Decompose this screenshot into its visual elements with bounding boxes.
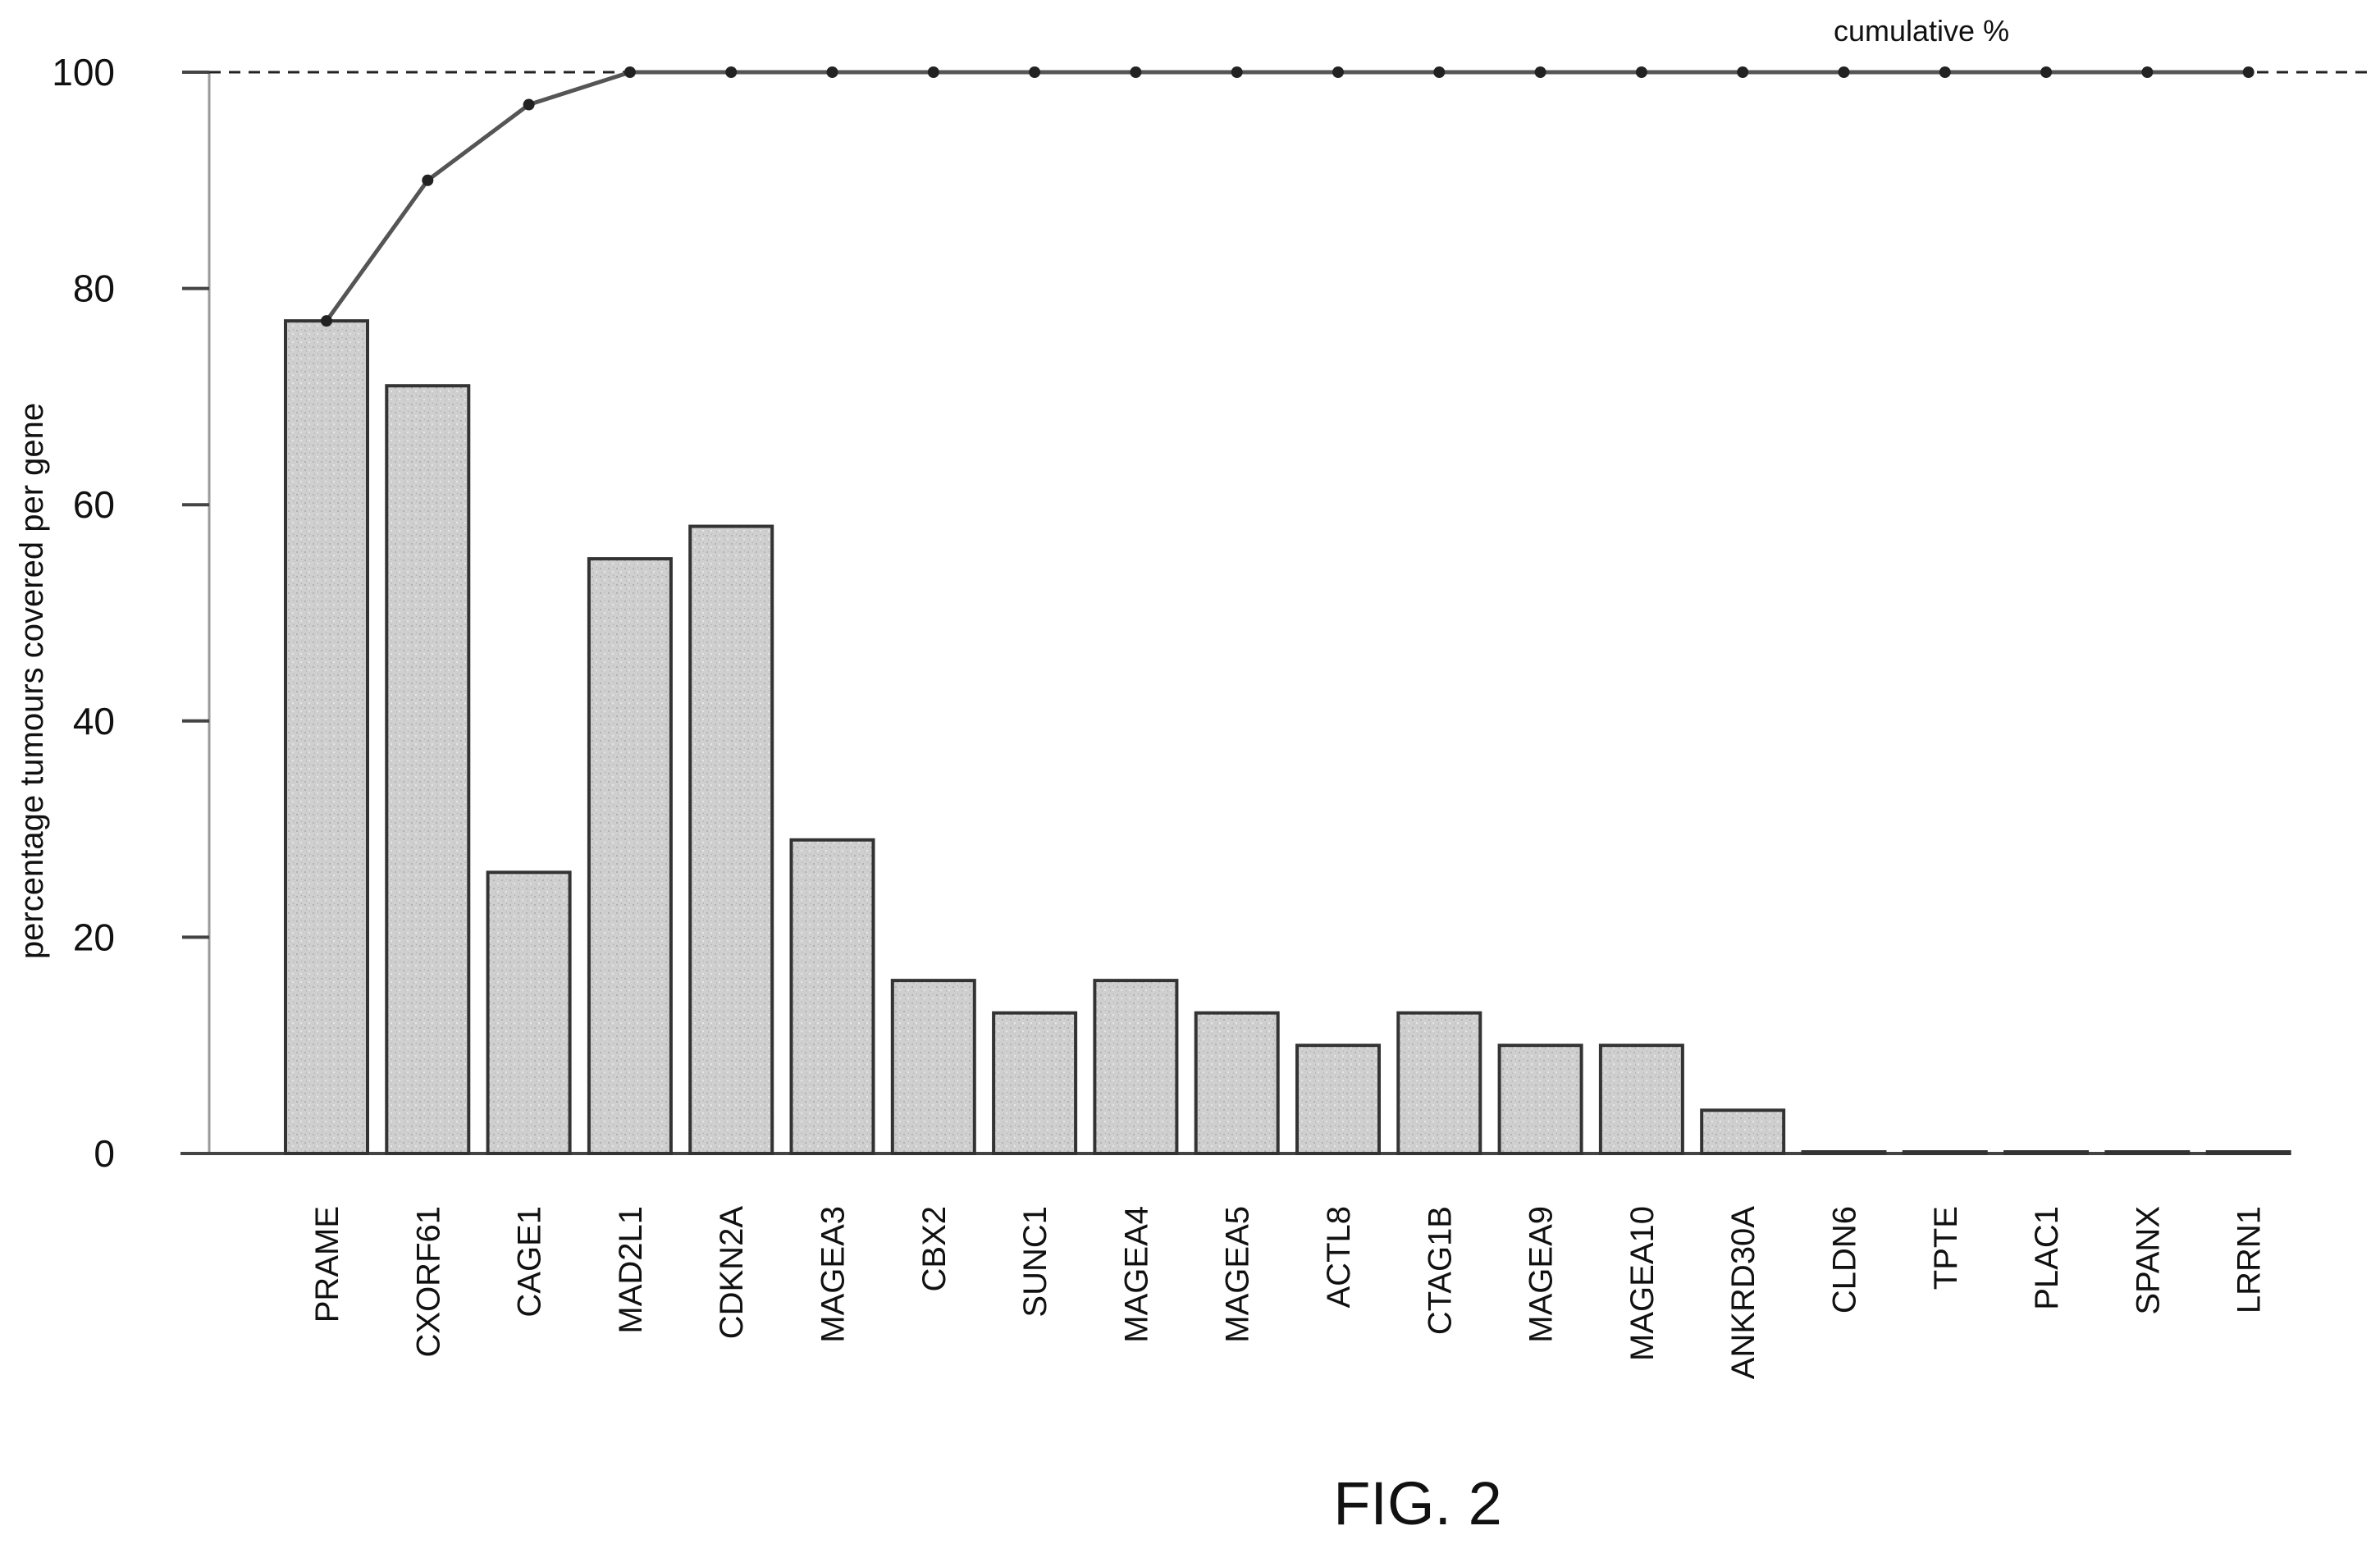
figure-caption: FIG. 2 [1333, 1469, 1502, 1537]
cumulative-line-layer [321, 66, 2254, 327]
bar-MAGEA9 [1497, 1044, 1583, 1155]
bar-TPTE [1902, 1150, 1988, 1155]
bar-CLDN6 [1801, 1150, 1887, 1155]
bar-CBX2 [890, 979, 976, 1155]
category-label-MAGEA5: MAGEA5 [1220, 1206, 1256, 1343]
category-label-ANKRD30A: ANKRD30A [1725, 1206, 1761, 1380]
bar-PRAME [284, 319, 369, 1155]
bar-MAGEA5 [1194, 1011, 1280, 1156]
bars-layer [284, 319, 2291, 1156]
category-label-LRRN1: LRRN1 [2232, 1206, 2268, 1313]
cumulative-point-PLAC1 [2040, 66, 2053, 78]
cumulative-point-ANKRD30A [1737, 66, 1749, 78]
cumulative-point-CTAG1B [1433, 66, 1446, 78]
cumulative-series-label: cumulative % [1834, 14, 2009, 48]
category-label-PRAME: PRAME [309, 1206, 345, 1322]
y-tick-label-60: 60 [73, 483, 115, 526]
cumulative-point-CDKN2A [725, 66, 738, 78]
category-label-MAGEA3: MAGEA3 [815, 1206, 852, 1343]
cumulative-point-MAD2L1 [624, 66, 636, 78]
bar-CAGE1 [486, 870, 572, 1155]
bar-CTAG1B [1396, 1011, 1482, 1156]
cumulative-point-MAGEA9 [1534, 66, 1546, 78]
category-label-MAD2L1: MAD2L1 [613, 1206, 649, 1334]
category-label-ACTL8: ACTL8 [1321, 1206, 1357, 1309]
cumulative-point-PRAME [321, 315, 332, 327]
bar-LRRN1 [2205, 1150, 2291, 1155]
category-label-CDKN2A: CDKN2A [714, 1206, 750, 1340]
cumulative-point-CXORF61 [422, 174, 434, 186]
bar-ACTL8 [1295, 1044, 1381, 1155]
category-label-SPANX: SPANX [2130, 1206, 2166, 1315]
bar-SPANX [2104, 1150, 2190, 1155]
bar-SUNC1 [992, 1011, 1078, 1156]
y-tick-label-100: 100 [52, 51, 115, 94]
cumulative-line [324, 70, 2249, 322]
cumulative-point-MAGEA3 [826, 66, 838, 78]
y-tick-label-80: 80 [73, 267, 115, 310]
cumulative-point-TPTE [1939, 66, 1951, 78]
cumulative-point-CBX2 [927, 66, 939, 78]
bar-CXORF61 [385, 384, 471, 1156]
category-label-SUNC1: SUNC1 [1017, 1206, 1053, 1318]
category-label-CXORF61: CXORF61 [410, 1206, 446, 1358]
cumulative-point-CLDN6 [1838, 66, 1850, 78]
y-tick-label-0: 0 [94, 1132, 115, 1175]
bar-MAGEA10 [1598, 1044, 1684, 1155]
y-axis-label: percentage tumours covered per gene [14, 403, 50, 959]
labels-layer: percentage tumours covered per gene cumu… [14, 14, 2268, 1537]
cumulative-point-LRRN1 [2242, 66, 2254, 78]
bar-MAGEA3 [789, 838, 875, 1156]
y-tick-label-20: 20 [73, 916, 115, 958]
bar-PLAC1 [2003, 1150, 2090, 1155]
bar-MAGEA4 [1093, 979, 1179, 1155]
bar-MAD2L1 [587, 557, 673, 1155]
bar-ANKRD30A [1700, 1108, 1786, 1156]
category-label-CAGE1: CAGE1 [512, 1206, 548, 1318]
category-label-CBX2: CBX2 [916, 1206, 952, 1292]
cumulative-point-MAGEA4 [1130, 66, 1142, 78]
category-label-CLDN6: CLDN6 [1827, 1206, 1863, 1313]
category-label-MAGEA9: MAGEA9 [1523, 1206, 1560, 1343]
category-label-MAGEA4: MAGEA4 [1118, 1206, 1154, 1343]
cumulative-point-SUNC1 [1029, 66, 1041, 78]
cumulative-point-MAGEA5 [1231, 66, 1243, 78]
category-label-CTAG1B: CTAG1B [1422, 1206, 1458, 1335]
cumulative-point-SPANX [2141, 66, 2154, 78]
category-label-MAGEA10: MAGEA10 [1624, 1206, 1661, 1361]
y-tick-label-40: 40 [73, 700, 115, 742]
category-label-TPTE: TPTE [1928, 1206, 1964, 1290]
category-label-PLAC1: PLAC1 [2029, 1206, 2065, 1310]
cumulative-point-CAGE1 [523, 98, 535, 111]
cumulative-point-MAGEA10 [1635, 66, 1647, 78]
cumulative-point-ACTL8 [1332, 66, 1344, 78]
bar-CDKN2A [688, 524, 774, 1155]
